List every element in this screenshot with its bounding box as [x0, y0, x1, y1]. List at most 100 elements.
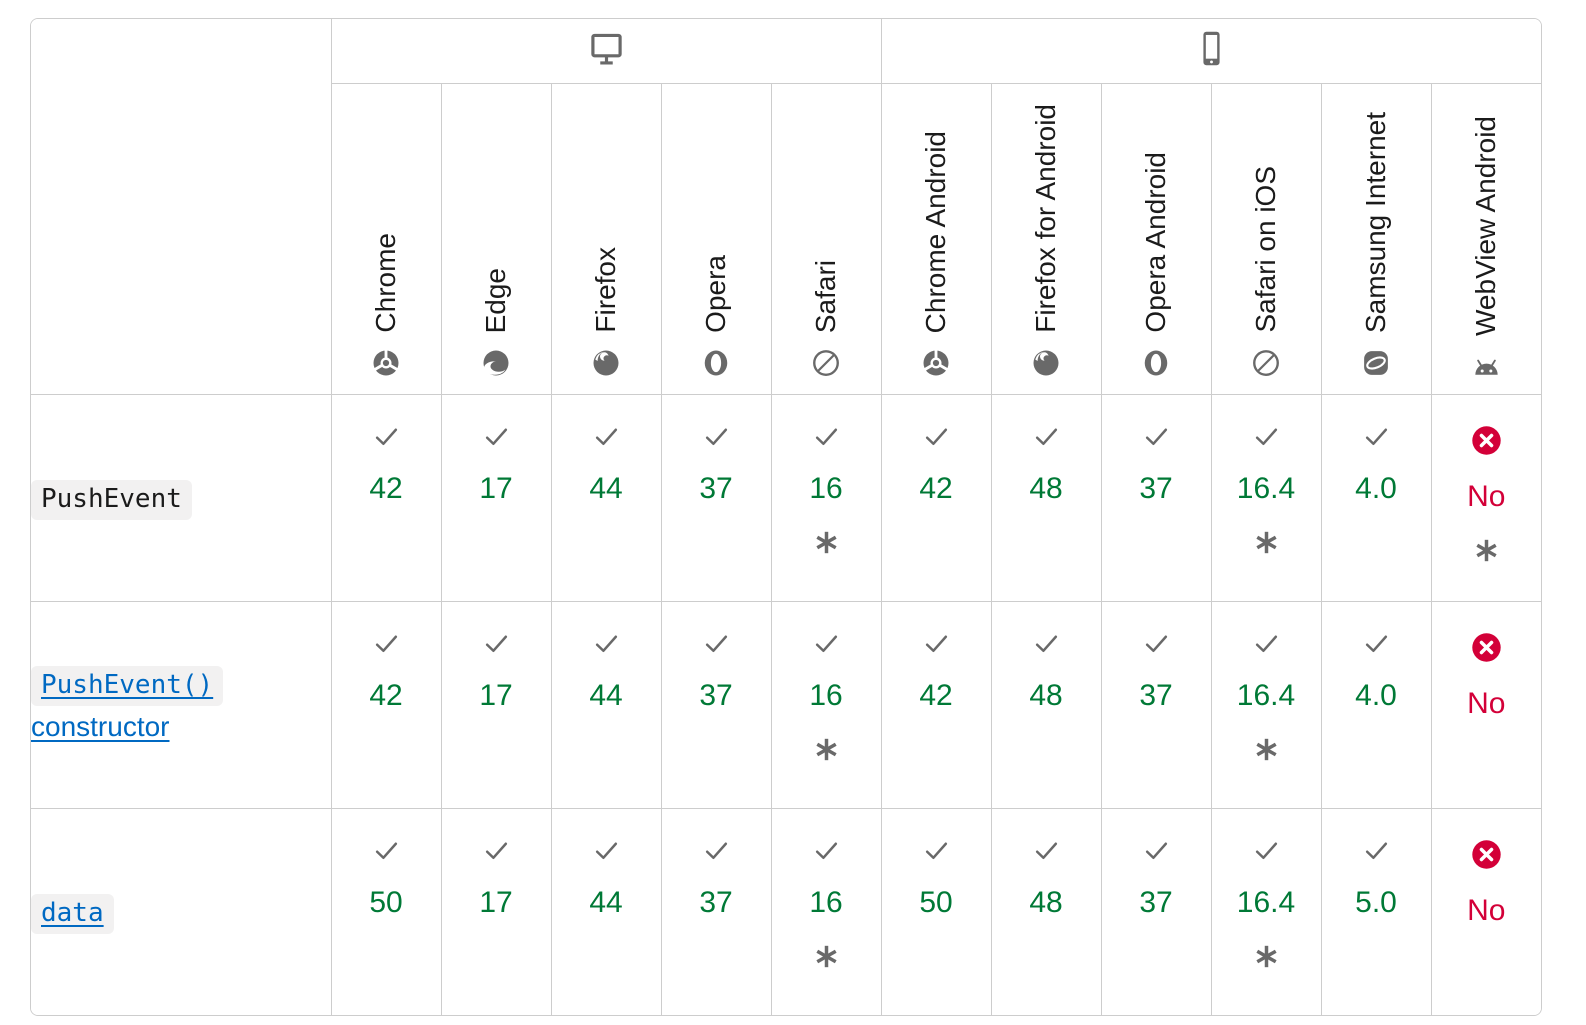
support-cell[interactable]: 42 — [880, 601, 992, 809]
version-label: 44 — [589, 679, 623, 712]
supported-check-icon — [1363, 632, 1390, 655]
support-cell[interactable]: 37 — [660, 601, 772, 809]
support-cell[interactable]: 48 — [990, 601, 1102, 809]
browser-header-chrome: Chrome — [331, 83, 442, 395]
support-cell[interactable]: 5.0 — [1320, 808, 1432, 1015]
support-cell[interactable]: 17 — [440, 808, 552, 1015]
browser-name: Chrome — [370, 233, 401, 333]
browser-header-safari-on-ios: Safari on iOS — [1210, 83, 1322, 395]
support-cell[interactable]: 16.4 — [1210, 394, 1322, 602]
feature-row: data 50 17 44 37 16 50 48 37 16.4 5.0 No — [31, 808, 1541, 1015]
footnote-asterisk-icon[interactable] — [813, 943, 840, 970]
footnote-asterisk-icon[interactable] — [813, 529, 840, 556]
version-label: 50 — [919, 886, 953, 919]
supported-check-icon — [1253, 839, 1280, 862]
support-cell[interactable]: 44 — [550, 808, 662, 1015]
support-cell[interactable]: No — [1430, 601, 1541, 809]
support-cell[interactable]: 50 — [330, 808, 442, 1015]
browser-name: Edge — [480, 267, 511, 333]
support-cell[interactable]: 16 — [770, 394, 882, 602]
feature-text-label: constructor — [31, 711, 170, 742]
browser-header-firefox-for-android: Firefox for Android — [990, 83, 1102, 395]
feature-code-label: data — [31, 894, 114, 935]
support-cell[interactable]: 4.0 — [1320, 601, 1432, 809]
version-label: 16.4 — [1236, 472, 1296, 505]
footnote-asterisk-icon[interactable] — [813, 736, 840, 763]
support-cell[interactable]: 17 — [440, 394, 552, 602]
supported-check-icon — [373, 425, 400, 448]
supported-check-icon — [483, 839, 510, 862]
footnote-asterisk-icon[interactable] — [1253, 736, 1280, 763]
support-cell[interactable]: 37 — [660, 394, 772, 602]
support-cell[interactable]: 48 — [990, 394, 1102, 602]
version-label: 42 — [369, 472, 403, 505]
support-cell[interactable]: 37 — [660, 808, 772, 1015]
supported-check-icon — [1033, 425, 1060, 448]
support-cell[interactable]: No — [1430, 394, 1541, 602]
supported-check-icon — [1143, 425, 1170, 448]
browser-name: Firefox — [590, 247, 621, 333]
supported-check-icon — [813, 425, 840, 448]
version-label: 4.0 — [1355, 472, 1397, 505]
feature-link[interactable]: data — [31, 894, 114, 935]
support-cell[interactable]: No — [1430, 808, 1541, 1015]
browser-name: Chrome Android — [920, 130, 951, 333]
support-cell[interactable]: 44 — [550, 601, 662, 809]
support-cell[interactable]: 16.4 — [1210, 808, 1322, 1015]
supported-check-icon — [373, 632, 400, 655]
supported-check-icon — [703, 632, 730, 655]
support-cell[interactable]: 44 — [550, 394, 662, 602]
version-label: 5.0 — [1355, 886, 1397, 919]
support-cell[interactable]: 37 — [1100, 394, 1212, 602]
version-label: 37 — [1139, 679, 1173, 712]
version-label: 37 — [699, 679, 733, 712]
support-cell[interactable]: 50 — [880, 808, 992, 1015]
not-supported-icon — [1471, 839, 1502, 870]
chrome-icon — [371, 348, 401, 378]
feature-link[interactable]: PushEvent() constructor — [31, 665, 224, 742]
compat-table: Chrome Edge Firefox Opera Safari — [31, 19, 1541, 1015]
support-cell[interactable]: 16 — [770, 601, 882, 809]
edge-icon — [481, 348, 511, 378]
feature-row: PushEvent() constructor 42 17 44 37 16 42 48 37 1… — [31, 601, 1541, 809]
supported-check-icon — [593, 839, 620, 862]
support-cell[interactable]: 37 — [1100, 808, 1212, 1015]
chrome-icon — [921, 348, 951, 378]
browser-header-firefox: Firefox — [550, 83, 662, 395]
platform-header-row — [31, 19, 1541, 395]
footnote-asterisk-icon[interactable] — [1253, 529, 1280, 556]
footnote-asterisk-icon[interactable] — [1253, 943, 1280, 970]
feature-code-label: PushEvent — [31, 480, 192, 521]
browser-header-opera: Opera — [660, 83, 772, 395]
supported-check-icon — [1363, 425, 1390, 448]
footnote-asterisk-icon[interactable] — [1473, 537, 1500, 564]
corner-cell — [31, 19, 332, 395]
support-cell[interactable]: 37 — [1100, 601, 1212, 809]
supported-check-icon — [593, 632, 620, 655]
support-cell[interactable]: 16.4 — [1210, 601, 1322, 809]
version-label: 16.4 — [1236, 886, 1296, 919]
browser-header-opera-android: Opera Android — [1100, 83, 1212, 395]
version-label: 48 — [1029, 679, 1063, 712]
supported-check-icon — [923, 839, 950, 862]
version-label: 16 — [809, 886, 843, 919]
support-cell[interactable]: 48 — [990, 808, 1102, 1015]
version-label: 50 — [369, 886, 403, 919]
feature-row: PushEvent 42 17 44 37 16 42 48 37 16.4 4.0 No — [31, 394, 1541, 602]
browser-header-row: Chrome Edge Firefox Opera Safari — [31, 83, 1541, 395]
desktop-icon — [588, 32, 625, 66]
firefox-icon — [591, 348, 621, 378]
feature-code-label: PushEvent() — [31, 665, 224, 706]
version-label: 16 — [809, 472, 843, 505]
support-cell[interactable]: 42 — [880, 394, 992, 602]
support-cell[interactable]: 16 — [770, 808, 882, 1015]
support-cell[interactable]: 42 — [330, 394, 442, 602]
version-label: 37 — [699, 472, 733, 505]
support-cell[interactable]: 42 — [330, 601, 442, 809]
support-cell[interactable]: 17 — [440, 601, 552, 809]
version-label: 16 — [809, 679, 843, 712]
version-label: 44 — [589, 472, 623, 505]
feature-label-cell: PushEvent() constructor — [31, 601, 332, 809]
support-cell[interactable]: 4.0 — [1320, 394, 1432, 602]
supported-check-icon — [373, 839, 400, 862]
